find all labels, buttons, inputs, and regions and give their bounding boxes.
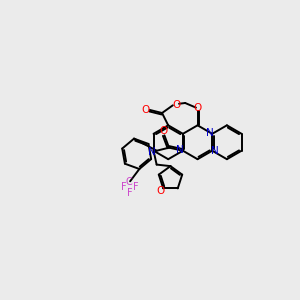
Text: N: N bbox=[206, 128, 213, 138]
Text: O: O bbox=[172, 100, 181, 110]
Text: N: N bbox=[212, 146, 219, 157]
Text: O: O bbox=[194, 103, 202, 112]
Text: F: F bbox=[127, 188, 132, 198]
Text: N: N bbox=[148, 147, 156, 157]
Text: C: C bbox=[126, 177, 133, 187]
Text: O: O bbox=[160, 126, 168, 136]
Text: O: O bbox=[157, 187, 165, 196]
Text: F: F bbox=[121, 182, 127, 192]
Text: N: N bbox=[176, 145, 184, 155]
Text: F: F bbox=[134, 182, 139, 193]
Text: O: O bbox=[142, 105, 150, 115]
